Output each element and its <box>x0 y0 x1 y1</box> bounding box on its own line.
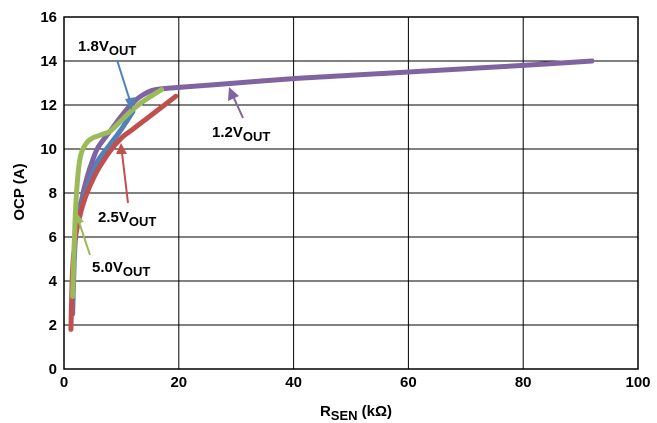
x-tick-label: 80 <box>515 374 532 391</box>
callout-2p5v-arrowhead <box>116 143 127 154</box>
x-tick-label: 0 <box>60 374 68 391</box>
x-tick-labels: 0 20 40 60 80 100 <box>60 374 651 391</box>
x-axis-title: RSEN (kΩ) <box>320 403 392 423</box>
x-tick-label: 60 <box>400 374 417 391</box>
x-tick-label: 100 <box>625 374 650 391</box>
plot-frame <box>63 16 639 370</box>
callout-2p5v-label: 2.5VOUT <box>98 209 156 229</box>
callout-5p0v-arrowhead <box>73 212 84 224</box>
x-axis-title-rest: (kΩ) <box>358 403 393 420</box>
callout-1p8v-arrowhead <box>125 97 136 110</box>
callout-1p8v-label: 1.8VOUT <box>78 38 136 58</box>
callout-1p2v-arrow <box>232 95 244 119</box>
callout-5p0v-label: 5.0VOUT <box>92 259 150 279</box>
series-line-5-0v-out <box>70 87 165 299</box>
y-tick-label: 6 <box>49 229 57 246</box>
y-tick-label: 14 <box>40 53 57 70</box>
callout-2p5v-box <box>94 205 174 231</box>
y-tick-label: 0 <box>49 361 57 378</box>
callout-2p5v: 2.5VOUT <box>94 143 174 231</box>
callout-1p8v-box <box>74 32 162 58</box>
callout-1p2v-box <box>208 120 288 146</box>
grid <box>63 16 639 370</box>
callout-1p2v-label: 1.2VOUT <box>212 124 270 144</box>
y-tick-label: 4 <box>49 273 58 290</box>
y-axis-title: OCP (A) <box>11 163 28 220</box>
callout-1p2v-arrowhead <box>228 87 239 101</box>
callout-1p8v-arrow <box>116 59 132 105</box>
x-tick-label: 20 <box>170 374 187 391</box>
y-tick-labels: 0 2 4 6 8 10 12 14 16 <box>40 9 57 378</box>
callout-1p8v: 1.8VOUT <box>74 32 162 110</box>
callout-1p2v: 1.2VOUT <box>208 87 288 146</box>
callout-2p5v-arrow <box>121 152 129 204</box>
y-tick-label: 16 <box>40 9 57 26</box>
x-axis-title-sub: SEN <box>331 408 358 423</box>
callout-5p0v-box <box>88 254 168 280</box>
series-lines <box>68 58 595 332</box>
series-line-1-2v-out <box>70 58 595 317</box>
y-tick-label: 8 <box>49 185 57 202</box>
y-tick-label: 12 <box>40 97 57 114</box>
callout-5p0v: 5.0VOUT <box>73 212 168 280</box>
callouts: 1.8VOUT 1.2VOUT 2.5VOUT 5.0VOUT <box>73 32 288 280</box>
callout-5p0v-arrow <box>78 221 91 256</box>
y-tick-label: 10 <box>40 141 57 158</box>
x-axis-title-main: R <box>320 403 331 420</box>
y-tick-label: 2 <box>49 317 57 334</box>
x-tick-label: 40 <box>285 374 302 391</box>
